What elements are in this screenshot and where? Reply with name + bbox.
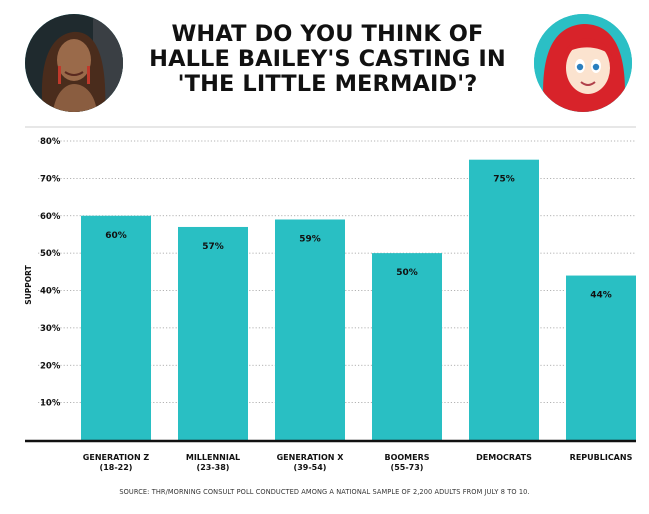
data-label: 75% xyxy=(493,175,515,185)
title-line-2: HALLE BAILEY'S CASTING IN xyxy=(149,46,506,72)
x-tick-label: MILLENNIAL xyxy=(186,453,240,462)
y-tick-label: 10% xyxy=(40,399,61,409)
x-tick-label: (18-22) xyxy=(100,463,133,472)
x-tick-label: BOOMERS xyxy=(384,453,429,462)
bar xyxy=(275,219,345,440)
title-line-3: 'THE LITTLE MERMAID'? xyxy=(177,71,478,97)
bar-chart: 10% 20% 30% 40% 50% 60% 70% 80% SUPPORT 60% GENERA… xyxy=(24,126,636,472)
y-tick-label: 20% xyxy=(40,361,61,371)
y-tick-label: 80% xyxy=(40,137,61,147)
data-label: 57% xyxy=(202,242,224,252)
y-tick-label: 40% xyxy=(40,287,61,297)
data-label: 44% xyxy=(590,291,612,301)
x-tick-label: REPUBLICANS xyxy=(570,453,633,462)
y-tick-label: 50% xyxy=(40,249,61,259)
bar xyxy=(469,159,539,440)
title-line-1: WHAT DO YOU THINK OF xyxy=(171,21,484,47)
bar xyxy=(566,275,636,440)
bar xyxy=(81,215,151,440)
x-tick-label: GENERATION X xyxy=(277,453,345,462)
x-tick-label: (23-38) xyxy=(197,463,230,472)
y-tick-label: 30% xyxy=(40,324,61,334)
mermaid-cartoon-icon xyxy=(534,14,632,112)
y-tick-label: 70% xyxy=(40,174,61,184)
data-label: 50% xyxy=(396,268,418,278)
source-note: SOURCE: THR/MORNING CONSULT POLL CONDUCT… xyxy=(119,488,530,496)
bar xyxy=(372,253,442,440)
chart-title: WHAT DO YOU THINK OF HALLE BAILEY'S CAST… xyxy=(130,22,525,97)
y-tick-label: 60% xyxy=(40,212,61,222)
x-tick-label: (39-54) xyxy=(294,463,327,472)
x-tick-label: GENERATION Z xyxy=(83,453,150,462)
x-tick-label: (55-73) xyxy=(391,463,424,472)
bar xyxy=(178,226,248,440)
data-label: 59% xyxy=(299,234,321,244)
x-tick-label: DEMOCRATS xyxy=(476,453,532,462)
y-axis-label: SUPPORT xyxy=(24,264,33,304)
data-label: 60% xyxy=(105,231,127,241)
person-photo-icon xyxy=(25,14,123,112)
